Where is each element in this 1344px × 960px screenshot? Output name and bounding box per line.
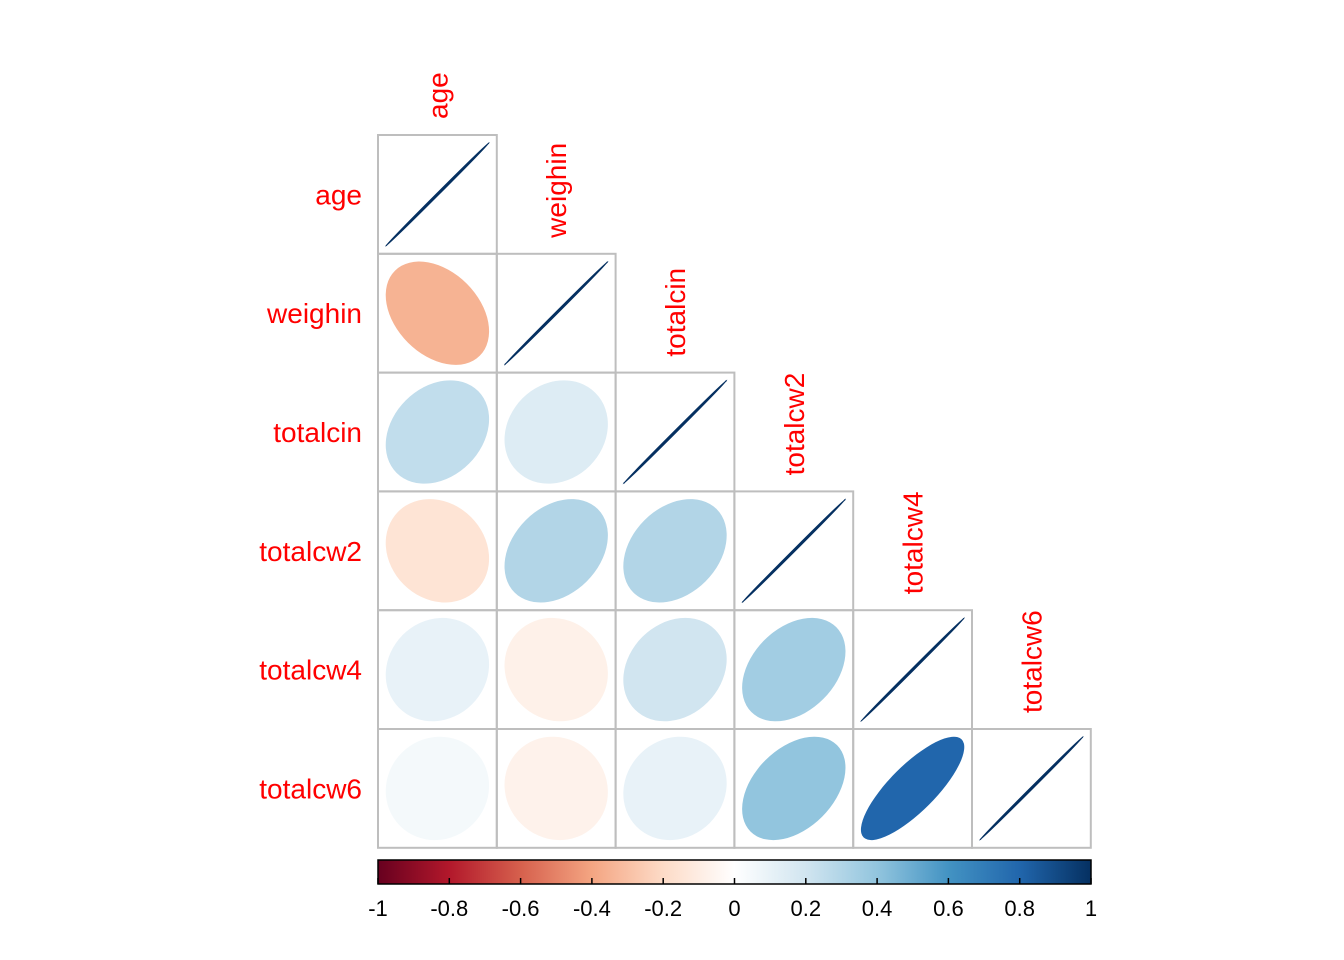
ellipse-totalcw4-weighin xyxy=(504,617,608,722)
ellipse-totalcw4-totalcin xyxy=(623,617,727,722)
column-label-age: age xyxy=(422,72,453,119)
colorbar-tick-label: -0.2 xyxy=(644,896,682,921)
column-label-totalcw2: totalcw2 xyxy=(779,373,810,476)
column-label-totalcin: totalcin xyxy=(660,268,691,357)
ellipse-totalcw6-age xyxy=(385,736,490,841)
colorbar-tick-label: 0.8 xyxy=(1004,896,1035,921)
ellipse-weighin-weighin xyxy=(503,260,609,366)
row-label-totalcw2: totalcw2 xyxy=(259,536,362,567)
ellipse-totalcw2-age xyxy=(385,499,490,603)
ellipse-totalcin-totalcin xyxy=(622,379,728,485)
column-label-totalcw6: totalcw6 xyxy=(1016,610,1047,713)
colorbar-tick-label: -0.4 xyxy=(573,896,611,921)
ellipse-totalcw6-totalcw4 xyxy=(860,736,965,841)
row-label-totalcw4: totalcw4 xyxy=(259,655,362,686)
ellipse-totalcw6-totalcw6 xyxy=(978,735,1084,841)
colorbar-tick-label: 1 xyxy=(1085,896,1097,921)
ellipse-totalcw4-totalcw2 xyxy=(742,617,846,722)
row-label-totalcw6: totalcw6 xyxy=(259,773,362,804)
cell-totalcw6-totalcw6 xyxy=(971,728,1092,849)
column-label-totalcw4: totalcw4 xyxy=(898,491,929,594)
ellipse-totalcw2-totalcw2 xyxy=(741,498,847,604)
row-label-weighin: weighin xyxy=(266,298,362,329)
column-label-weighin: weighin xyxy=(541,143,572,239)
ellipse-totalcw4-totalcw4 xyxy=(860,617,966,723)
ellipse-totalcw4-age xyxy=(385,617,490,722)
row-labels: age weighin totalcin totalcw2 totalcw4 totalc… xyxy=(259,179,362,804)
colorbar-tick-label: 0.4 xyxy=(862,896,893,921)
ellipse-totalcw6-totalcin xyxy=(623,736,727,841)
colorbar-tick-label: -0.8 xyxy=(430,896,468,921)
colorbar-tick-label: 0 xyxy=(728,896,740,921)
ellipse-totalcw6-totalcw2 xyxy=(742,736,846,841)
colorbar: -1 -0.8 -0.6 -0.4 -0.2 0 0.2 0.4 0.6 0.8 1 xyxy=(368,859,1097,921)
ellipse-totalcw6-weighin xyxy=(504,736,608,841)
colorbar-tick-label: 0.6 xyxy=(933,896,964,921)
ellipse-totalcw2-weighin xyxy=(504,499,608,603)
colorbar-tick-label: -1 xyxy=(368,896,388,921)
ellipse-totalcin-age xyxy=(385,380,490,484)
ellipse-weighin-age xyxy=(385,261,490,365)
ellipse-totalcw2-totalcin xyxy=(623,499,727,603)
colorbar-tick-label: 0.2 xyxy=(791,896,822,921)
correlation-cells xyxy=(377,134,1092,849)
ellipse-totalcin-weighin xyxy=(504,380,608,484)
row-label-age: age xyxy=(315,179,362,210)
colorbar-tick-label: -0.6 xyxy=(502,896,540,921)
ellipse-age-age xyxy=(384,141,490,247)
column-labels: age weighin totalcin totalcw2 totalcw4 totalc… xyxy=(422,72,1047,713)
row-label-totalcin: totalcin xyxy=(273,417,362,448)
